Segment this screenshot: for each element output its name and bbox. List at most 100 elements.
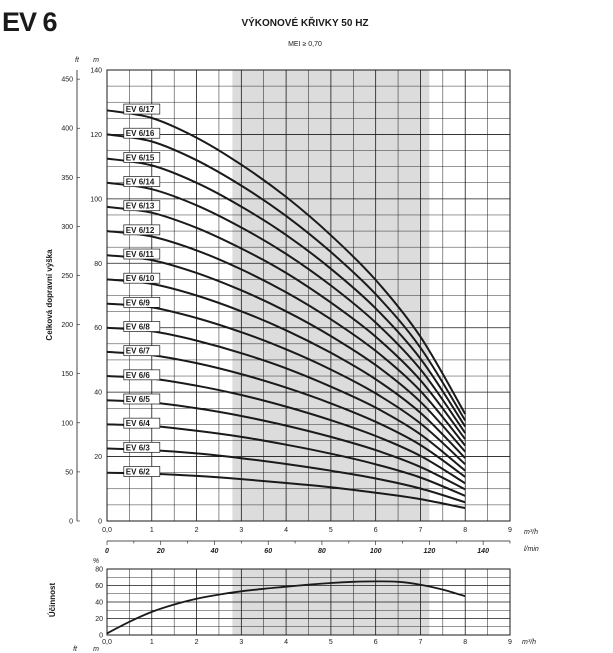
eff-x-tick-label: 3 [239, 639, 243, 646]
eff-y-tick-label: 20 [95, 616, 103, 623]
y-tick-label-ft: 0 [69, 519, 73, 526]
y-tick-label-ft: 400 [61, 126, 73, 133]
y-axis-title: Celková dopravní výška [45, 249, 54, 341]
series-label: EV 6/4 [126, 419, 151, 428]
series-label: EV 6/14 [126, 178, 155, 187]
series-label-box [123, 466, 161, 477]
y-tick-label-m: 60 [94, 325, 102, 332]
y-tick-label-ft: 300 [61, 224, 73, 231]
chart-subtitle: MEI ≥ 0,70 [288, 41, 322, 48]
x-tick-label: 2 [195, 527, 199, 534]
series-line [106, 447, 466, 504]
series-label: EV 6/5 [126, 395, 151, 404]
series-label-box [123, 152, 161, 163]
y-tick-label-m: 40 [94, 390, 102, 397]
plot-frame [106, 69, 511, 522]
y-tick-label-ft: 200 [61, 322, 73, 329]
series-line [106, 157, 467, 428]
eff-x-tick-label: 7 [418, 639, 422, 646]
x2-tick-label: 40 [210, 548, 219, 555]
eff-x-tick-label: 8 [463, 639, 467, 646]
series-label-box [123, 127, 161, 139]
eff-unit: % [93, 558, 99, 565]
eff-y-tick-label: 0 [99, 633, 103, 640]
eff-x-tick-label: 5 [329, 639, 333, 646]
series-line [106, 109, 467, 415]
x-tick-label: 3 [239, 527, 243, 534]
series-label: EV 6/3 [126, 443, 151, 452]
eff-x-tick-label: 2 [195, 639, 199, 646]
y-tick-label-m: 140 [90, 68, 102, 75]
series-label-box [123, 441, 161, 453]
head-chart: EV 6/2 EV 6/3 EV 6/4 EV 6/5 EV 6/6 EV 6/7 EV 6… [45, 57, 539, 555]
x2-tick-label: 60 [264, 548, 272, 555]
x-tick-label: 7 [418, 527, 422, 534]
x2-tick-label: 0 [105, 548, 109, 555]
eff-y-tick-label: 60 [95, 583, 103, 590]
series-label: EV 6/12 [126, 226, 155, 235]
chart-title: VÝKONOVÉ KŘIVKY 50 HZ [241, 16, 368, 29]
efficiency-line [106, 580, 466, 635]
y-tick-label-ft: 450 [61, 77, 73, 84]
y-tick-label-m: 100 [90, 196, 102, 203]
series-line [106, 230, 466, 447]
series-label: EV 6/2 [126, 467, 151, 476]
x2-tick-label: 80 [318, 548, 326, 555]
series-label: EV 6/15 [126, 153, 155, 162]
x-tick-label: 9 [508, 527, 512, 534]
series-line [106, 423, 466, 497]
y-tick-label-m: 0 [98, 519, 102, 526]
x2-tick-label: 140 [477, 548, 489, 555]
series-label-box [123, 103, 161, 115]
eff-x-tick-label: 4 [284, 639, 288, 646]
series-label-box [123, 393, 161, 405]
series-label: EV 6/13 [126, 202, 155, 211]
series-line [106, 254, 466, 453]
eff-y-axis-title: Účinnost [48, 583, 57, 618]
series-label: EV 6/8 [126, 323, 151, 332]
series-label-box [123, 369, 161, 381]
x2-tick-label: 120 [424, 548, 436, 555]
series-line [106, 181, 467, 434]
x-tick-label: 8 [463, 527, 467, 534]
series-label: EV 6/11 [126, 250, 155, 259]
series-label: EV 6/9 [126, 298, 151, 307]
eff-unit-x: m³/h [522, 639, 536, 646]
series-label: EV 6/7 [126, 347, 151, 356]
series-line [106, 350, 466, 478]
eff-x-tick-label: 1 [150, 639, 154, 646]
x-tick-label: 1 [150, 527, 154, 534]
series-line [106, 399, 466, 491]
series-line [106, 471, 466, 510]
footer-units: ft m [73, 646, 99, 653]
y-tick-label-ft: 50 [65, 469, 73, 476]
series-line [106, 278, 466, 459]
series-label-box [123, 224, 161, 236]
y-tick-label-m: 20 [94, 454, 102, 461]
eff-plot-frame [106, 568, 511, 636]
unit-x2: l/min [524, 546, 539, 553]
eff-x-tick-label: 9 [508, 639, 512, 646]
eff-x-tick-label: 0,0 [102, 639, 112, 646]
efficiency-chart: 0 20 40 60 80 0,0 1 2 3 4 5 6 7 8 9% m³/h Účinnost [48, 558, 536, 646]
unit-m: m [93, 57, 99, 64]
eff-y-tick-label: 80 [95, 567, 103, 574]
series-line [106, 205, 466, 440]
series-label: EV 6/10 [126, 274, 155, 283]
footer-unit-ft: ft [73, 646, 78, 653]
series-label: EV 6/16 [126, 129, 155, 138]
series-label: EV 6/6 [126, 371, 151, 380]
series-line [106, 133, 467, 422]
series-line [106, 375, 466, 485]
x2-tick-label: 100 [370, 548, 382, 555]
y-tick-label-m: 120 [90, 132, 102, 139]
series-label-box [123, 176, 161, 187]
x-tick-label: 6 [374, 527, 378, 534]
series-label-box [123, 321, 161, 332]
unit-x: m³/h [524, 529, 538, 536]
series-line [106, 302, 466, 466]
y-tick-label-ft: 250 [61, 273, 73, 280]
series-label-box [123, 200, 161, 212]
series-label-box [123, 345, 161, 357]
